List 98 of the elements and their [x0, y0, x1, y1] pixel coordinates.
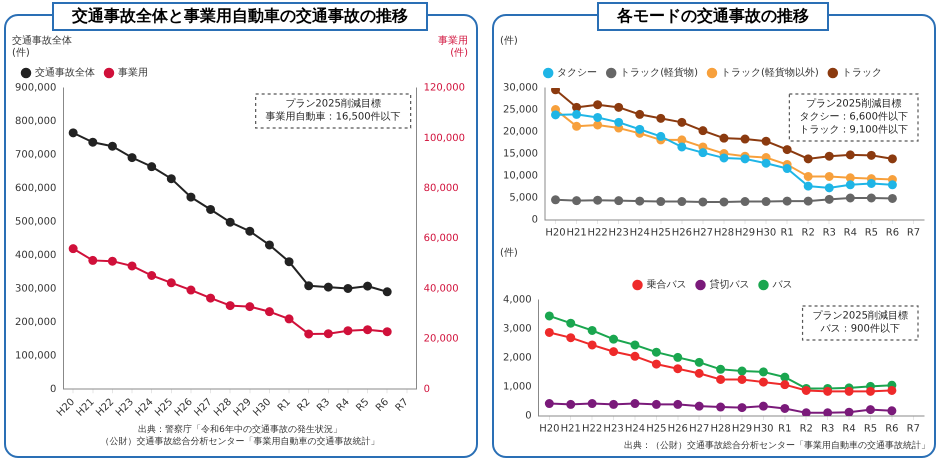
y-tick-label: 0: [532, 214, 538, 226]
y-tick-label: 100,000: [14, 350, 56, 362]
x-tick-label: R5: [864, 228, 878, 239]
x-tick-label: H22: [582, 424, 602, 435]
x-tick-label: R4: [844, 228, 857, 239]
x-tick-label: R5: [864, 424, 878, 435]
annotation: バス：900件以下: [820, 322, 900, 335]
legend-label: タクシー: [557, 68, 598, 79]
x-tick-label: R7: [906, 424, 920, 435]
y-tick-label: 4,000: [502, 294, 532, 306]
y2-tick-label: 120,000: [424, 82, 466, 94]
legend-label: 事業用: [118, 66, 148, 79]
annotation: プラン2025削減目標: [285, 98, 381, 110]
y-tick-label: 3,000: [502, 324, 532, 335]
x-tick-label: H27: [692, 228, 714, 239]
x-tick-label: H26: [672, 228, 692, 239]
x-tick-label: R3: [315, 396, 332, 414]
x-tick-label: R1: [778, 424, 792, 435]
y2-axis-title: 事業用 (件): [438, 34, 468, 59]
x-tick-label: R2: [295, 396, 313, 414]
x-tick-label: H30: [753, 424, 774, 435]
chart-title: 各モードの交通事故の推移: [597, 2, 829, 31]
x-tick-label: H28: [710, 424, 731, 435]
y-tick-label: 200,000: [14, 316, 56, 328]
x-tick-label: H29: [734, 228, 756, 239]
x-tick-label: H27: [689, 424, 710, 435]
legend-label: トラック(軽貨物): [620, 66, 698, 79]
y-tick-label: 30,000: [502, 82, 538, 94]
x-tick-label: H20: [545, 228, 566, 239]
x-tick-label: R3: [822, 228, 836, 239]
x-tick-label: H21: [566, 228, 587, 239]
x-tick-label: R6: [886, 228, 900, 239]
chart-title: 交通事故全体と事業用自動車の交通事故の推移: [52, 2, 428, 31]
x-tick-label: R4: [334, 396, 352, 414]
y-tick-label: 0: [525, 410, 532, 422]
annotation: プラン2025削減目標: [806, 98, 902, 110]
y-axis-title: (件): [500, 248, 518, 259]
legend-label: トラック(軽貨物以外): [721, 66, 819, 79]
y-tick-label: 25,000: [502, 104, 538, 116]
x-tick-label: R2: [802, 228, 815, 239]
y-axis-title: (件): [500, 36, 518, 47]
x-tick-label: H25: [650, 228, 671, 239]
y-tick-label: 300,000: [14, 283, 56, 294]
x-tick-label: H25: [646, 424, 667, 435]
x-tick-label: R4: [842, 424, 856, 435]
x-tick-label: H21: [74, 396, 97, 419]
x-tick-label: H21: [560, 424, 581, 435]
x-tick-label: H22: [588, 228, 608, 239]
y-tick-label: 500,000: [14, 216, 56, 228]
x-tick-label: H26: [668, 424, 688, 435]
y-tick-label: 2,000: [502, 352, 532, 364]
source-note: 出典：（公財）交通事故総合分析センター「事業用自動車の交通事故統計」: [623, 440, 930, 452]
legend-label: 交通事故全体: [35, 66, 95, 79]
y-tick-label: 600,000: [14, 182, 56, 194]
y2-tick-label: 40,000: [424, 283, 459, 294]
x-tick-label: H28: [714, 228, 734, 239]
y2-tick-label: 60,000: [424, 233, 459, 244]
x-tick-label: R2: [800, 424, 813, 435]
x-tick-label: R5: [354, 396, 372, 414]
y-tick-label: 10,000: [502, 170, 538, 182]
x-tick-label: R7: [906, 228, 920, 239]
x-tick-label: R6: [885, 424, 899, 435]
y-tick-label: 0: [50, 384, 56, 395]
x-tick-label: R1: [780, 228, 794, 239]
annotation: 事業用自動車：16,500件以下: [266, 110, 401, 123]
x-tick-label: H30: [756, 228, 776, 239]
y-tick-label: 400,000: [14, 250, 56, 261]
y-tick-label: 5,000: [509, 192, 538, 204]
annotation: トラック：9,100件以下: [799, 124, 908, 136]
y-tick-label: 15,000: [502, 148, 538, 160]
x-tick-label: H20: [539, 424, 560, 435]
annotation: タクシー：6,600件以下: [799, 110, 908, 123]
y-tick-label: 1,000: [502, 382, 532, 393]
y2-tick-label: 20,000: [424, 334, 459, 345]
legend-label: バス: [772, 280, 792, 291]
x-tick-label: R1: [276, 396, 294, 414]
legend-label: 貸切バス: [710, 278, 750, 291]
x-tick-label: H23: [608, 228, 629, 239]
y-tick-label: 900,000: [14, 82, 56, 94]
y2-tick-label: 0: [424, 384, 430, 395]
annotation: プラン2025削減目標: [812, 310, 908, 322]
x-tick-label: H29: [732, 424, 752, 435]
x-tick-label: H24: [630, 228, 650, 239]
y-axis-title: 交通事故全体 (件): [12, 34, 72, 59]
x-tick-label: R7: [394, 396, 411, 414]
y2-tick-label: 100,000: [424, 132, 466, 144]
y-tick-label: 800,000: [14, 116, 56, 128]
x-tick-label: R3: [821, 424, 834, 435]
legend-label: 乗合バス: [646, 278, 686, 291]
x-tick-label: R6: [374, 396, 392, 414]
x-tick-label: H24: [624, 424, 646, 435]
legend-label: トラック: [842, 68, 882, 79]
x-tick-label: H23: [603, 424, 624, 435]
y-tick-label: 20,000: [502, 126, 538, 138]
source-note: 出典：警察庁「令和6年中の交通事故の発生状況」: [137, 424, 343, 436]
text: （公財）交通事故総合分析センター「事業用自動車の交通事故統計」: [100, 436, 380, 448]
y2-tick-label: 80,000: [424, 182, 459, 194]
y-tick-label: 700,000: [14, 150, 56, 161]
